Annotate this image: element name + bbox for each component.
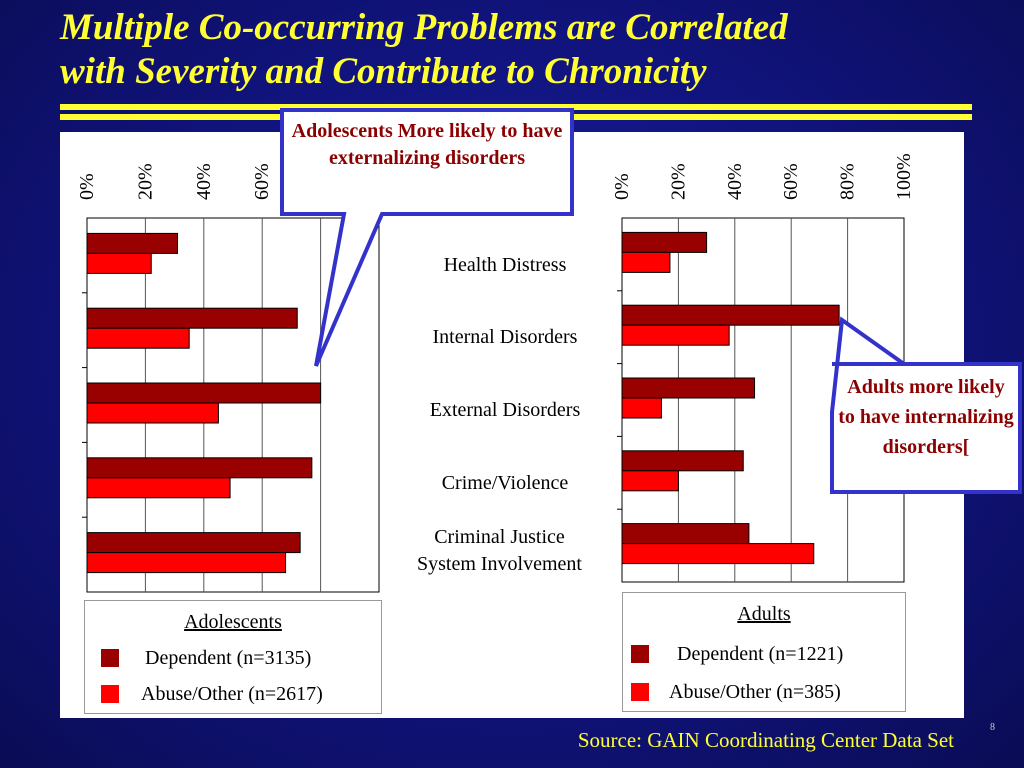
legend-adults-dependent: Dependent (n=1221) (677, 643, 844, 665)
source-citation: Source: GAIN Coordinating Center Data Se… (577, 728, 954, 752)
adolescents-tick-label: 60% (251, 163, 273, 200)
adults-tick-label: 100% (893, 153, 915, 200)
adolescents-tick-label: 20% (134, 163, 156, 200)
legend-adolescents-dependent: Dependent (n=3135) (145, 647, 312, 669)
legend-adolescents: Adolescents Dependent (n=3135) Abuse/Oth… (84, 600, 382, 714)
adolescents-bar-abuse-0 (86, 252, 152, 274)
adults-tick-label: 80% (837, 163, 859, 200)
adolescents-bar-dependent-3 (86, 457, 313, 479)
category-label-external-disorders: External Disorders (429, 399, 581, 421)
adolescents-bar-dependent-1 (86, 307, 298, 329)
adults-tick-label: 0% (611, 173, 633, 200)
category-label-internal-disorders: Internal Disorders (432, 326, 578, 348)
adolescents-bar-dependent-4 (86, 532, 301, 554)
callout-adolescents-text: Adolescents More likely to have external… (291, 120, 563, 169)
adults-bar-abuse-4 (621, 543, 815, 565)
legend-swatch-abuse (631, 683, 649, 701)
adolescents-tick-label: 0% (76, 173, 98, 200)
adults-bar-abuse-2 (621, 397, 662, 419)
callout-adults-text: Adults more likely to have internalizing… (838, 376, 1014, 458)
slide-title: Multiple Co-occurring Problems are Corre… (60, 6, 1000, 94)
title-line-2: with Severity and Contribute to Chronici… (60, 51, 707, 92)
legend-swatch-abuse (101, 685, 119, 703)
adults-tick-label: 60% (780, 163, 802, 200)
adolescents-bar-abuse-4 (86, 552, 287, 574)
legend-adults-abuse: Abuse/Other (n=385) (669, 681, 841, 703)
adults-bar-dependent-4 (621, 523, 750, 545)
adults-bar-abuse-0 (621, 251, 671, 273)
adults-bar-dependent-0 (621, 231, 708, 253)
title-rule-top (60, 104, 972, 110)
legend-adolescents-abuse: Abuse/Other (n=2617) (141, 683, 323, 705)
adolescents-bar-abuse-1 (86, 327, 190, 349)
legend-adults-title: Adults (737, 603, 791, 625)
chart-panel: 0% 20% 40% 60% 0% 20% 40% 60% 80% 100% Health Dis… (60, 132, 964, 718)
title-line-1: Multiple Co-occurring Problems are Corre… (60, 7, 788, 48)
adolescents-tick-label: 40% (193, 163, 215, 200)
adolescents-bar-dependent-0 (86, 232, 179, 254)
adults-tick-label: 40% (724, 163, 746, 200)
adolescents-bar-abuse-3 (86, 477, 231, 499)
legend-swatch-dependent (631, 645, 649, 663)
adults-bar-abuse-1 (621, 324, 730, 346)
slide-number: 8 (990, 722, 995, 733)
adults-bar-abuse-3 (621, 470, 679, 492)
legend-swatch-dependent (101, 649, 119, 667)
legend-adolescents-title: Adolescents (184, 611, 282, 633)
legend-adults: Adults Dependent (n=1221) Abuse/Other (n… (622, 592, 906, 712)
category-label-crime-violence: Crime/Violence (441, 472, 569, 494)
adults-bar-dependent-1 (621, 304, 840, 326)
category-label-criminal-justice: Criminal Justice System Involvement (417, 526, 582, 575)
adults-tick-label: 20% (667, 163, 689, 200)
chart-canvas: 0% 20% 40% 60% 0% 20% 40% 60% 80% 100% (76, 153, 915, 593)
adolescents-bar-abuse-2 (86, 402, 219, 424)
category-label-health-distress: Health Distress (443, 254, 567, 276)
adults-bar-dependent-3 (621, 450, 744, 472)
adults-bar-dependent-2 (621, 377, 756, 399)
adolescents-bar-dependent-2 (86, 382, 322, 404)
